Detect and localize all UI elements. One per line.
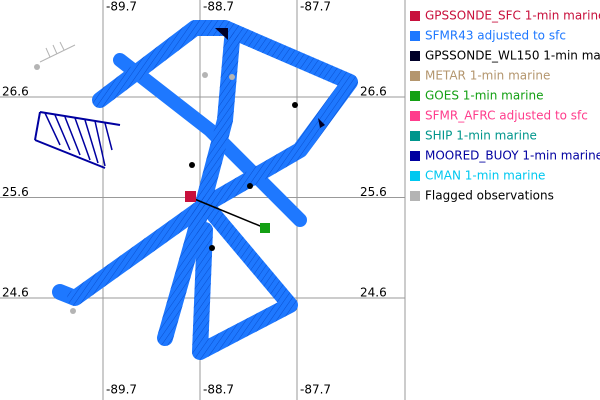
legend: GPSSONDE_SFC 1-min marine SFMR43 adjusted… — [410, 9, 600, 203]
flight-track — [52, 20, 358, 360]
lat-label-left: 24.6 — [2, 286, 29, 300]
lon-label-bottom: -87.7 — [300, 383, 331, 397]
lon-label-top: -89.7 — [106, 0, 137, 14]
legend-label: GPSSONDE_WL150 1-min marine — [425, 49, 600, 63]
lon-label-bottom: -88.7 — [203, 383, 234, 397]
legend-label: GPSSONDE_SFC 1-min marine — [425, 9, 600, 23]
legend-label: GOES 1-min marine — [425, 89, 543, 103]
lon-label-top: -88.7 — [203, 0, 234, 14]
flagged-observations — [34, 41, 235, 314]
legend-label: MOORED_BUOY 1-min marine — [425, 149, 600, 163]
lat-label-left: 25.6 — [2, 185, 29, 199]
legend-label: SFMR_AFRC adjusted to sfc — [425, 109, 588, 123]
sonde-marker — [185, 191, 196, 202]
sonde-flag — [318, 118, 325, 128]
barb — [34, 139, 106, 169]
legend-swatch — [410, 171, 420, 181]
goes-marker — [260, 223, 270, 233]
legend-label: CMAN 1-min marine — [425, 169, 545, 183]
barb — [34, 111, 41, 141]
flagged-barb — [39, 41, 76, 63]
track-band — [113, 53, 307, 227]
legend-swatch — [410, 31, 420, 41]
legend-label: METAR 1-min marine — [425, 69, 550, 83]
barb — [39, 111, 121, 126]
sonde-dot — [292, 102, 298, 108]
flagged-dot — [70, 308, 76, 314]
barb — [44, 112, 113, 167]
track-hatch — [192, 202, 298, 360]
legend-swatch — [410, 71, 420, 81]
legend-swatch — [410, 111, 420, 121]
flagged-dot — [202, 72, 208, 78]
legend-label: SFMR43 adjusted to sfc — [425, 29, 566, 43]
legend-swatch — [410, 151, 420, 161]
legend-label: Flagged observations — [425, 189, 554, 203]
sonde-observations — [185, 28, 325, 251]
sonde-dot — [247, 183, 253, 189]
legend-swatch — [410, 91, 420, 101]
lat-label-right: 26.6 — [360, 85, 387, 99]
lat-label-right: 25.6 — [360, 185, 387, 199]
sonde-dot — [189, 162, 195, 168]
lat-label-left: 26.6 — [2, 85, 29, 99]
sonde-drift — [191, 197, 266, 229]
legend-swatch — [410, 51, 420, 61]
legend-swatch — [410, 191, 420, 201]
lon-label-bottom: -89.7 — [106, 383, 137, 397]
sonde-flag — [215, 28, 228, 40]
lat-label-right: 24.6 — [360, 286, 387, 300]
legend-label: SHIP 1-min marine — [425, 129, 537, 143]
flagged-dot — [34, 64, 40, 70]
lon-label-top: -87.7 — [300, 0, 331, 14]
legend-swatch — [410, 131, 420, 141]
buoy-barbs — [34, 111, 121, 169]
legend-swatch — [410, 11, 420, 21]
flagged-dot — [229, 74, 235, 80]
sonde-dot — [209, 245, 215, 251]
track-hatch — [157, 32, 240, 346]
